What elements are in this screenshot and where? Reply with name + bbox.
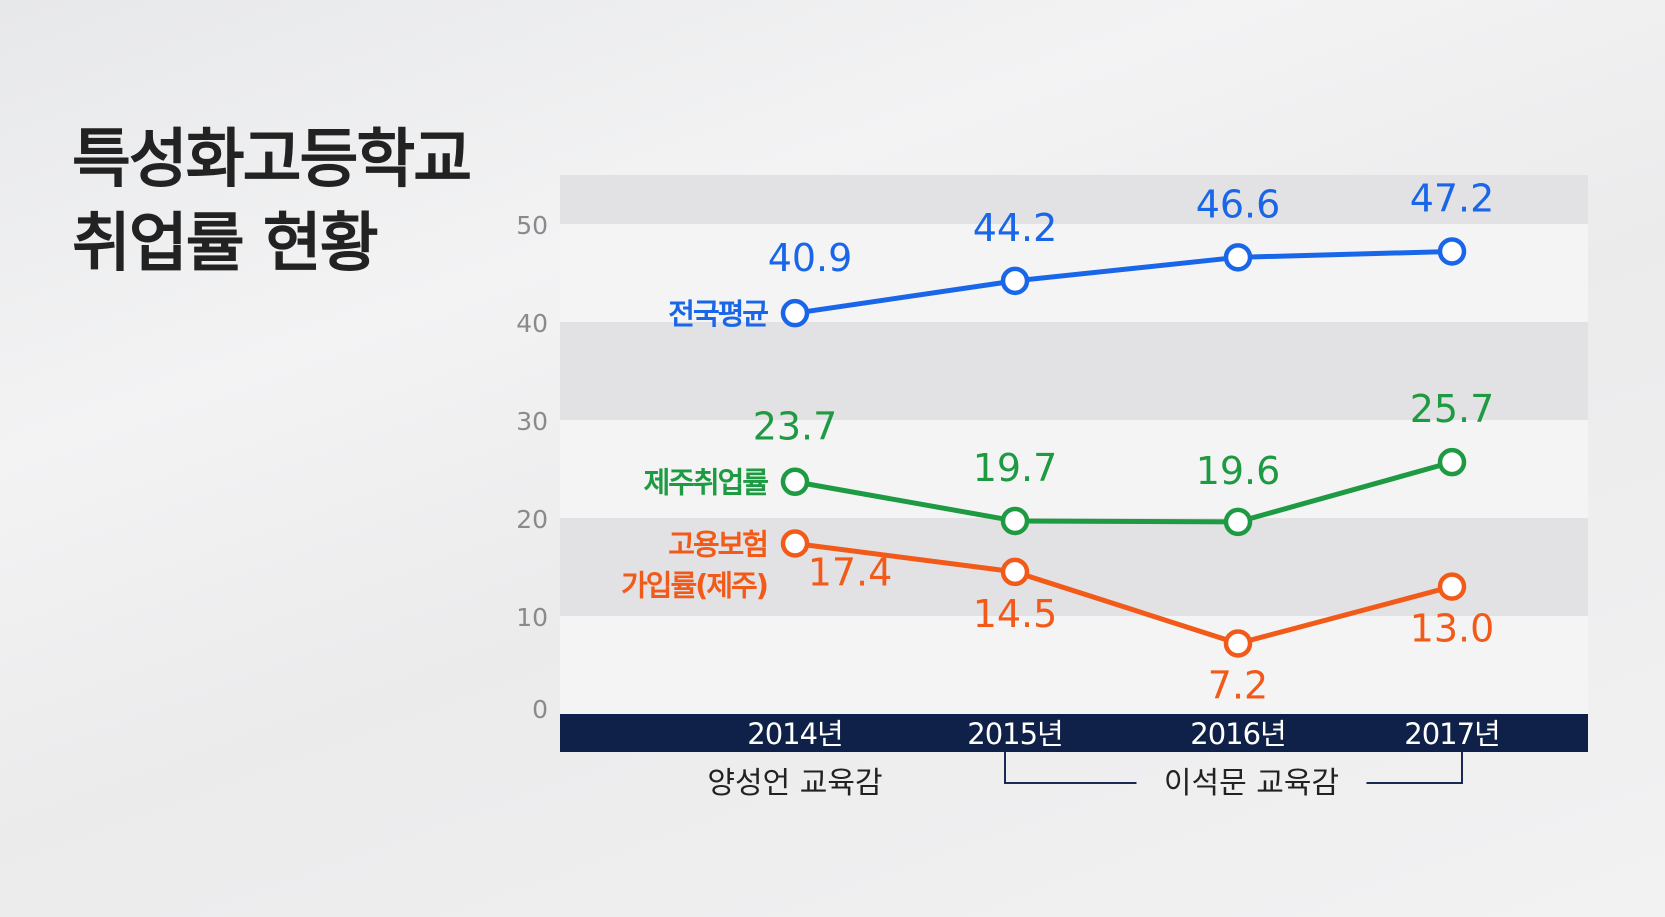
y-tick-label: 50 — [516, 211, 548, 240]
data-point — [1437, 237, 1467, 266]
series-line — [794, 459, 1453, 525]
data-point — [780, 298, 810, 328]
data-point — [1223, 629, 1253, 658]
data-label: 7.2 — [1208, 663, 1268, 707]
data-label: 25.7 — [1410, 387, 1495, 431]
data-point — [1223, 507, 1253, 537]
title-line-1: 특성화고등학교 — [72, 123, 472, 197]
data-point — [780, 529, 810, 558]
annotation-label: 이석문 교육감 — [1164, 766, 1339, 801]
series-line — [794, 248, 1453, 316]
y-tick-label: 10 — [516, 603, 548, 632]
x-axis-band — [560, 714, 1588, 752]
x-tick-label: 2017년 — [1404, 717, 1499, 751]
annotation-bracket-left — [1004, 752, 1137, 784]
data-label: 17.4 — [808, 550, 893, 594]
series-name-label: 전국평균 — [668, 297, 768, 331]
data-label: 44.2 — [973, 206, 1058, 250]
data-label: 46.6 — [1196, 182, 1281, 226]
grid-band — [560, 518, 1588, 616]
y-tick-label: 20 — [516, 505, 548, 534]
title-line-2: 취업률 현황 — [72, 207, 379, 281]
data-point — [780, 467, 810, 496]
x-tick-label: 2014년 — [747, 717, 842, 751]
data-point — [1223, 243, 1253, 272]
grid-band — [560, 175, 1588, 224]
data-label: 47.2 — [1410, 176, 1495, 220]
data-label: 19.6 — [1196, 449, 1281, 493]
data-point — [1000, 266, 1030, 296]
data-label: 23.7 — [753, 405, 838, 449]
series-line — [794, 541, 1453, 646]
series-name-label: 제주취업률 — [644, 466, 769, 500]
x-tick-label: 2015년 — [967, 717, 1062, 751]
x-tick-label: 2016년 — [1190, 717, 1285, 751]
y-tick-label: 0 — [532, 695, 548, 724]
data-point — [1000, 506, 1030, 536]
y-tick-label: 30 — [516, 407, 548, 436]
series-name-label: 고용보험 — [668, 527, 767, 561]
data-label: 19.7 — [973, 446, 1058, 490]
y-tick-label: 40 — [516, 309, 548, 338]
data-point — [1437, 572, 1467, 601]
data-point — [1437, 447, 1467, 477]
data-label: 14.5 — [973, 592, 1058, 636]
data-label: 13.0 — [1410, 607, 1495, 651]
grid-band — [560, 322, 1588, 420]
series-name-label: 가입률(제주) — [621, 568, 767, 602]
chart-title: 특성화고등학교 취업률 현황 — [72, 118, 472, 286]
annotation-label: 양성언 교육감 — [707, 766, 882, 801]
data-point — [1000, 557, 1030, 587]
plot-area — [560, 175, 1588, 714]
data-label: 40.9 — [768, 236, 853, 280]
annotation-bracket-right — [1366, 752, 1463, 784]
